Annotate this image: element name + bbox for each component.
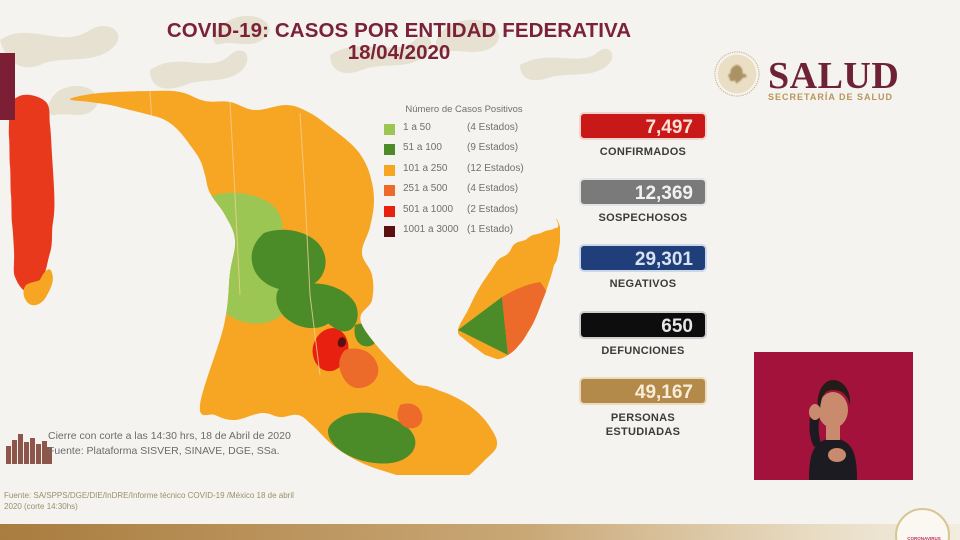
svg-text:CORONAVIRUS: CORONAVIRUS: [907, 536, 940, 540]
